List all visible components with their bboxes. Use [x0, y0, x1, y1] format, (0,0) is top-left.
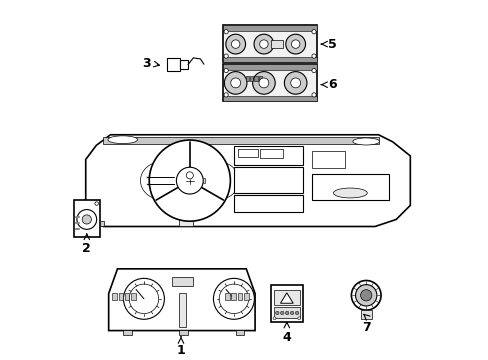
- Bar: [131, 293, 136, 300]
- Bar: [260, 149, 283, 158]
- Bar: [118, 293, 123, 300]
- Bar: [245, 76, 248, 81]
- Bar: [124, 293, 129, 300]
- Circle shape: [259, 78, 268, 88]
- Circle shape: [176, 167, 203, 194]
- Circle shape: [311, 30, 315, 34]
- Circle shape: [230, 78, 240, 88]
- Circle shape: [129, 284, 158, 314]
- Circle shape: [252, 72, 275, 94]
- Text: 6: 6: [327, 78, 336, 91]
- Circle shape: [95, 202, 98, 205]
- Bar: [360, 310, 371, 319]
- Circle shape: [224, 68, 228, 73]
- Ellipse shape: [352, 138, 379, 145]
- Text: 7: 7: [361, 321, 370, 334]
- Bar: [122, 330, 131, 335]
- Circle shape: [291, 40, 299, 48]
- Bar: [270, 40, 283, 48]
- Bar: [202, 178, 205, 184]
- Bar: [231, 293, 236, 300]
- Bar: [270, 285, 302, 322]
- Circle shape: [297, 317, 300, 320]
- Circle shape: [311, 68, 315, 73]
- Bar: [254, 76, 257, 81]
- Circle shape: [295, 311, 298, 315]
- Bar: [179, 330, 188, 335]
- Bar: [258, 76, 261, 81]
- Circle shape: [259, 40, 267, 48]
- Circle shape: [285, 34, 305, 54]
- Ellipse shape: [333, 188, 366, 198]
- Bar: [311, 150, 345, 168]
- Bar: [273, 290, 299, 305]
- Circle shape: [224, 54, 228, 58]
- Circle shape: [77, 210, 97, 229]
- Ellipse shape: [140, 161, 186, 200]
- Text: 3: 3: [142, 57, 151, 69]
- Polygon shape: [85, 135, 409, 226]
- Circle shape: [290, 311, 293, 315]
- Bar: [180, 60, 188, 69]
- Circle shape: [360, 290, 371, 301]
- Text: 2: 2: [82, 242, 91, 255]
- Text: 4: 4: [282, 331, 291, 344]
- Bar: [235, 330, 244, 335]
- Circle shape: [149, 140, 230, 221]
- Circle shape: [253, 34, 273, 54]
- Circle shape: [225, 34, 245, 54]
- Circle shape: [351, 280, 380, 310]
- Bar: [179, 293, 186, 327]
- Circle shape: [224, 30, 228, 34]
- Circle shape: [311, 54, 315, 58]
- Ellipse shape: [193, 161, 239, 200]
- Bar: [233, 147, 302, 165]
- Bar: [74, 200, 100, 237]
- Bar: [223, 58, 316, 62]
- Bar: [100, 221, 103, 226]
- Bar: [103, 137, 378, 144]
- Circle shape: [82, 215, 91, 224]
- Bar: [112, 293, 117, 300]
- Circle shape: [231, 40, 240, 48]
- Bar: [223, 26, 316, 31]
- Bar: [244, 293, 248, 300]
- Circle shape: [290, 78, 300, 88]
- Circle shape: [213, 278, 254, 319]
- Circle shape: [123, 278, 164, 319]
- Bar: [250, 76, 253, 81]
- Bar: [223, 64, 316, 101]
- Bar: [223, 96, 316, 101]
- Bar: [233, 167, 302, 193]
- Text: 5: 5: [327, 37, 336, 51]
- Bar: [238, 149, 257, 157]
- Circle shape: [272, 317, 275, 320]
- Circle shape: [224, 93, 228, 97]
- Bar: [224, 293, 229, 300]
- Polygon shape: [280, 293, 293, 303]
- Bar: [223, 26, 316, 62]
- Bar: [237, 293, 242, 300]
- Bar: [172, 277, 193, 286]
- Circle shape: [186, 172, 193, 179]
- Bar: [233, 195, 302, 212]
- Bar: [311, 174, 388, 200]
- Circle shape: [280, 311, 284, 315]
- Circle shape: [311, 93, 315, 97]
- Ellipse shape: [108, 136, 137, 144]
- Circle shape: [284, 72, 306, 94]
- Circle shape: [285, 311, 288, 315]
- Polygon shape: [108, 269, 255, 330]
- Text: 1: 1: [176, 344, 185, 357]
- Circle shape: [224, 72, 246, 94]
- Circle shape: [275, 311, 279, 315]
- Bar: [273, 307, 299, 318]
- Circle shape: [355, 285, 376, 306]
- Bar: [179, 195, 193, 226]
- Bar: [166, 58, 180, 71]
- Bar: [223, 64, 316, 70]
- Circle shape: [219, 284, 248, 314]
